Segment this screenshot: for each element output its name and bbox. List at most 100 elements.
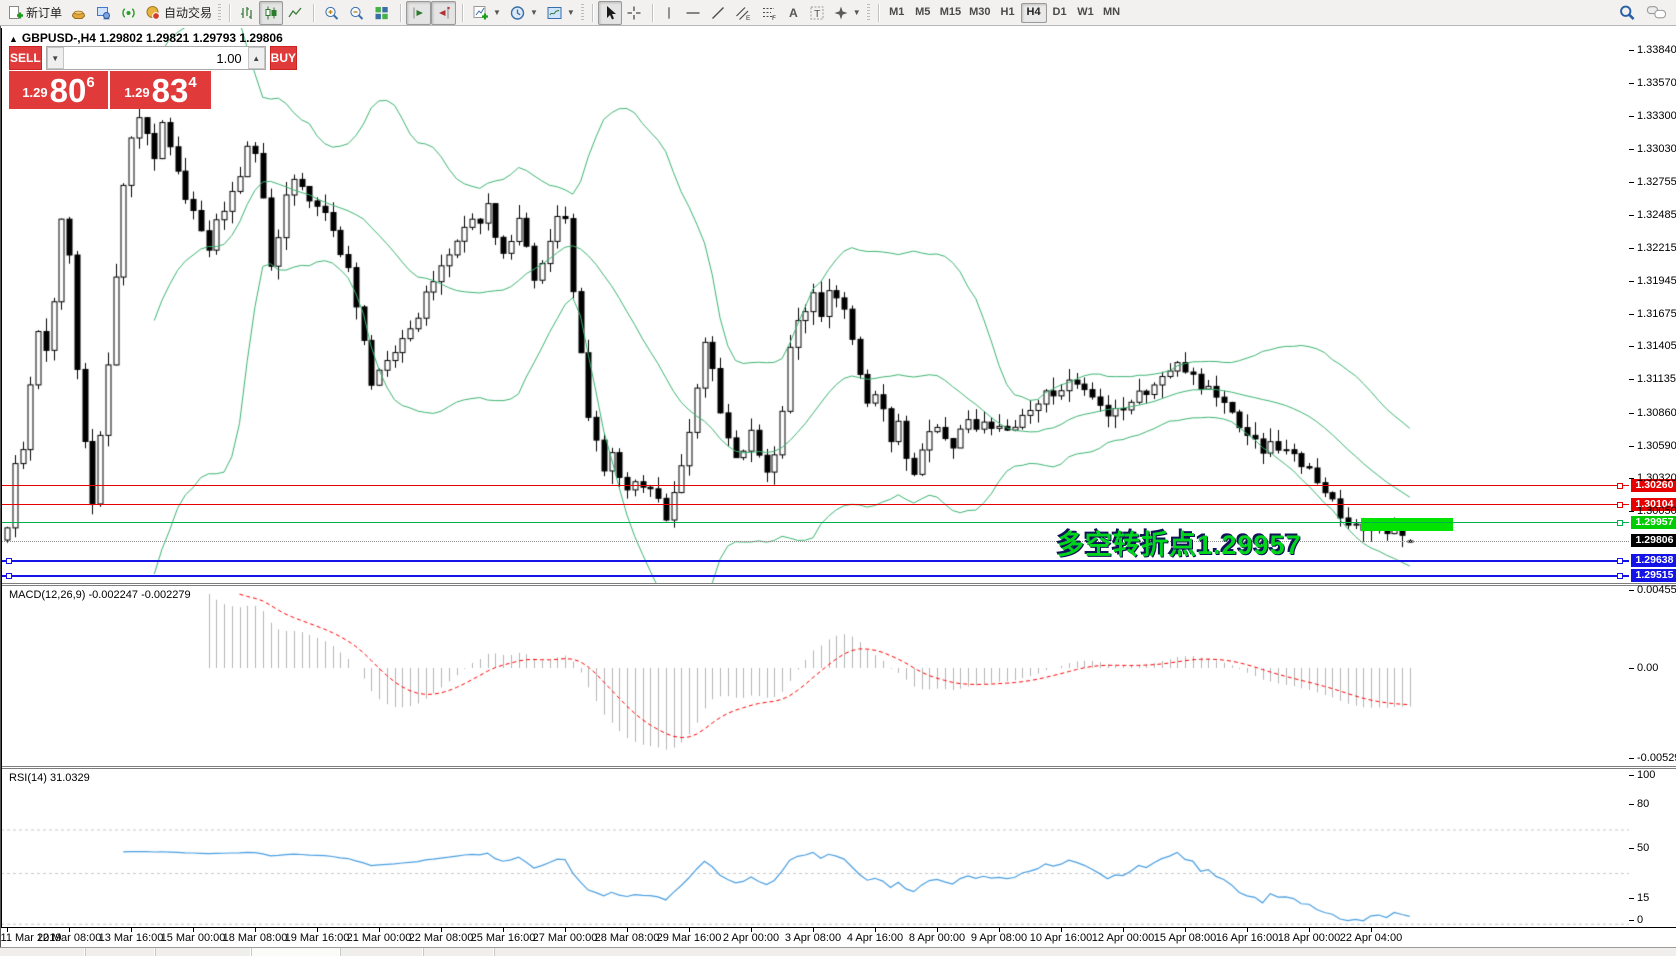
price-tick-label: 1.33030 [1637,142,1676,155]
dropdown-caret: ▼ [529,8,538,17]
timeframe-d1[interactable]: D1 [1052,5,1067,18]
horizontal-level-line-1.29638[interactable] [1,560,1629,563]
timeframe-m5[interactable]: M5 [915,5,931,18]
time-axis-label: 16 Apr 16:00 [1215,932,1279,944]
line-handle[interactable] [1617,501,1623,508]
timeframe-w1[interactable]: W1 [1077,5,1094,18]
rsi-tick [1629,804,1634,805]
text-button[interactable]: A [782,1,805,25]
volume-decrease-button[interactable]: ▼ [46,47,64,69]
shapes-button[interactable]: ▼ [829,1,865,25]
time-tick [627,928,628,932]
price-tick-label: 1.30860 [1637,406,1676,419]
time-axis-label: 3 Apr 08:00 [784,932,842,944]
timeframe-m30[interactable]: M30 [969,5,991,18]
autotrading-button[interactable]: 自动交易 [141,1,216,25]
cursor-icon [606,5,616,19]
chart-shift-button[interactable] [431,0,457,25]
timeframe-h1[interactable]: H1 [1000,5,1015,18]
buy-price-point: 4 [188,74,197,91]
candlestick-chart-button[interactable] [259,0,284,25]
line-handle[interactable] [1617,573,1623,580]
main-chart-canvas[interactable] [1,28,1629,584]
line-chart-button[interactable] [283,1,307,25]
panel-separator-rsi[interactable] [1,766,1676,769]
macd-canvas[interactable] [1,587,1629,766]
trendline-icon [711,6,724,19]
time-tick [1371,928,1372,932]
toolbar-separator [877,3,880,22]
line-handle[interactable] [1617,482,1623,489]
line-handle[interactable] [1617,558,1623,565]
volume-increase-button[interactable]: ▲ [247,47,265,69]
bar-chart-button[interactable] [235,1,259,25]
fibonacci-button[interactable]: F [756,1,782,25]
line-handle[interactable] [6,558,12,565]
timeframe-m15[interactable]: M15 [939,5,962,18]
chart-annotation-text[interactable]: 多空转折点1.29957 [1057,530,1302,560]
price-tick-label: 1.30590 [1637,439,1676,452]
vertical-line-button[interactable] [658,1,680,25]
horizontal-level-line-1.30260[interactable] [1,485,1629,487]
line-handle[interactable] [1617,519,1623,526]
time-axis-label: 13 Mar 16:00 [98,932,164,944]
timeframe-mn[interactable]: MN [1102,5,1121,18]
time-tick [875,928,876,932]
timeframe-m1[interactable]: M1 [889,5,905,18]
time-tick [1061,928,1062,932]
toolbar-separator [313,3,316,22]
new-order-button[interactable]: 新订单 [3,1,66,25]
zoom-out-button[interactable] [344,1,369,25]
time-tick [503,928,504,932]
buy-button[interactable]: BUY [269,46,298,70]
dropdown-caret: ▼ [493,8,501,17]
trendline-button[interactable] [706,1,730,25]
time-tick [317,928,318,932]
price-tick [1629,82,1634,84]
current-price-line [1,541,1629,543]
tile-windows-button[interactable] [369,1,394,25]
crosshair-button[interactable] [622,1,646,25]
market-watch-button[interactable] [66,1,91,25]
data-window-button[interactable] [91,1,116,25]
label-button[interactable]: T [805,1,829,25]
current-price-label: 1.29806 [1631,534,1676,548]
periods-button[interactable]: ▼ [505,1,542,25]
horizontal-line-button[interactable] [680,1,706,25]
signals-button[interactable] [116,1,141,25]
price-tick-label: 1.33840 [1637,44,1676,56]
price-tick-label: 1.31945 [1637,274,1676,287]
time-tick [1185,928,1186,932]
buy-price-button[interactable]: 1.29 83 4 [110,71,211,109]
search-icon[interactable] [1618,4,1636,21]
price-tick [1629,182,1634,184]
volume-input[interactable] [63,47,248,69]
sell-button[interactable]: SELL [9,46,42,70]
cursor-button[interactable] [597,0,622,25]
indicators-button[interactable]: ▼ [468,1,505,25]
highlight-rectangle[interactable] [1361,517,1453,532]
time-axis-label: 12 Mar 08:00 [36,932,102,944]
chart-window: 1.30260 1.30104 1.29957 1.29638 1.29515 1.298… [0,26,1676,947]
auto-scroll-button[interactable] [406,0,432,25]
templates-button[interactable]: ▼ [542,1,579,25]
collapse-arrow-icon[interactable]: ▲ [9,34,18,44]
panel-separator-macd[interactable] [1,583,1676,586]
buy-price-pips: 83 [151,72,189,109]
horizontal-level-line-1.29957[interactable] [1,522,1629,524]
equidistant-channel-button[interactable]: E [730,1,756,25]
line-handle[interactable] [6,573,12,580]
horizontal-level-line-1.29515[interactable] [1,575,1629,578]
zoom-in-button[interactable] [319,1,344,25]
horizontal-level-line-1.30104[interactable] [1,504,1629,506]
chat-icon[interactable] [1646,4,1668,21]
rsi-canvas[interactable] [1,770,1629,927]
price-tick [1629,379,1634,381]
sell-price-button[interactable]: 1.29 80 6 [9,71,108,109]
timeframe-h4[interactable]: H4 [1020,2,1047,23]
new-order-icon [9,5,23,19]
time-tick [689,928,690,932]
chart-title-text: GBPUSD-,H4 1.29802 1.29821 1.29793 1.298… [21,31,283,45]
toolbar-separator [651,3,654,22]
rsi-axis-label: 80 [1637,798,1650,810]
